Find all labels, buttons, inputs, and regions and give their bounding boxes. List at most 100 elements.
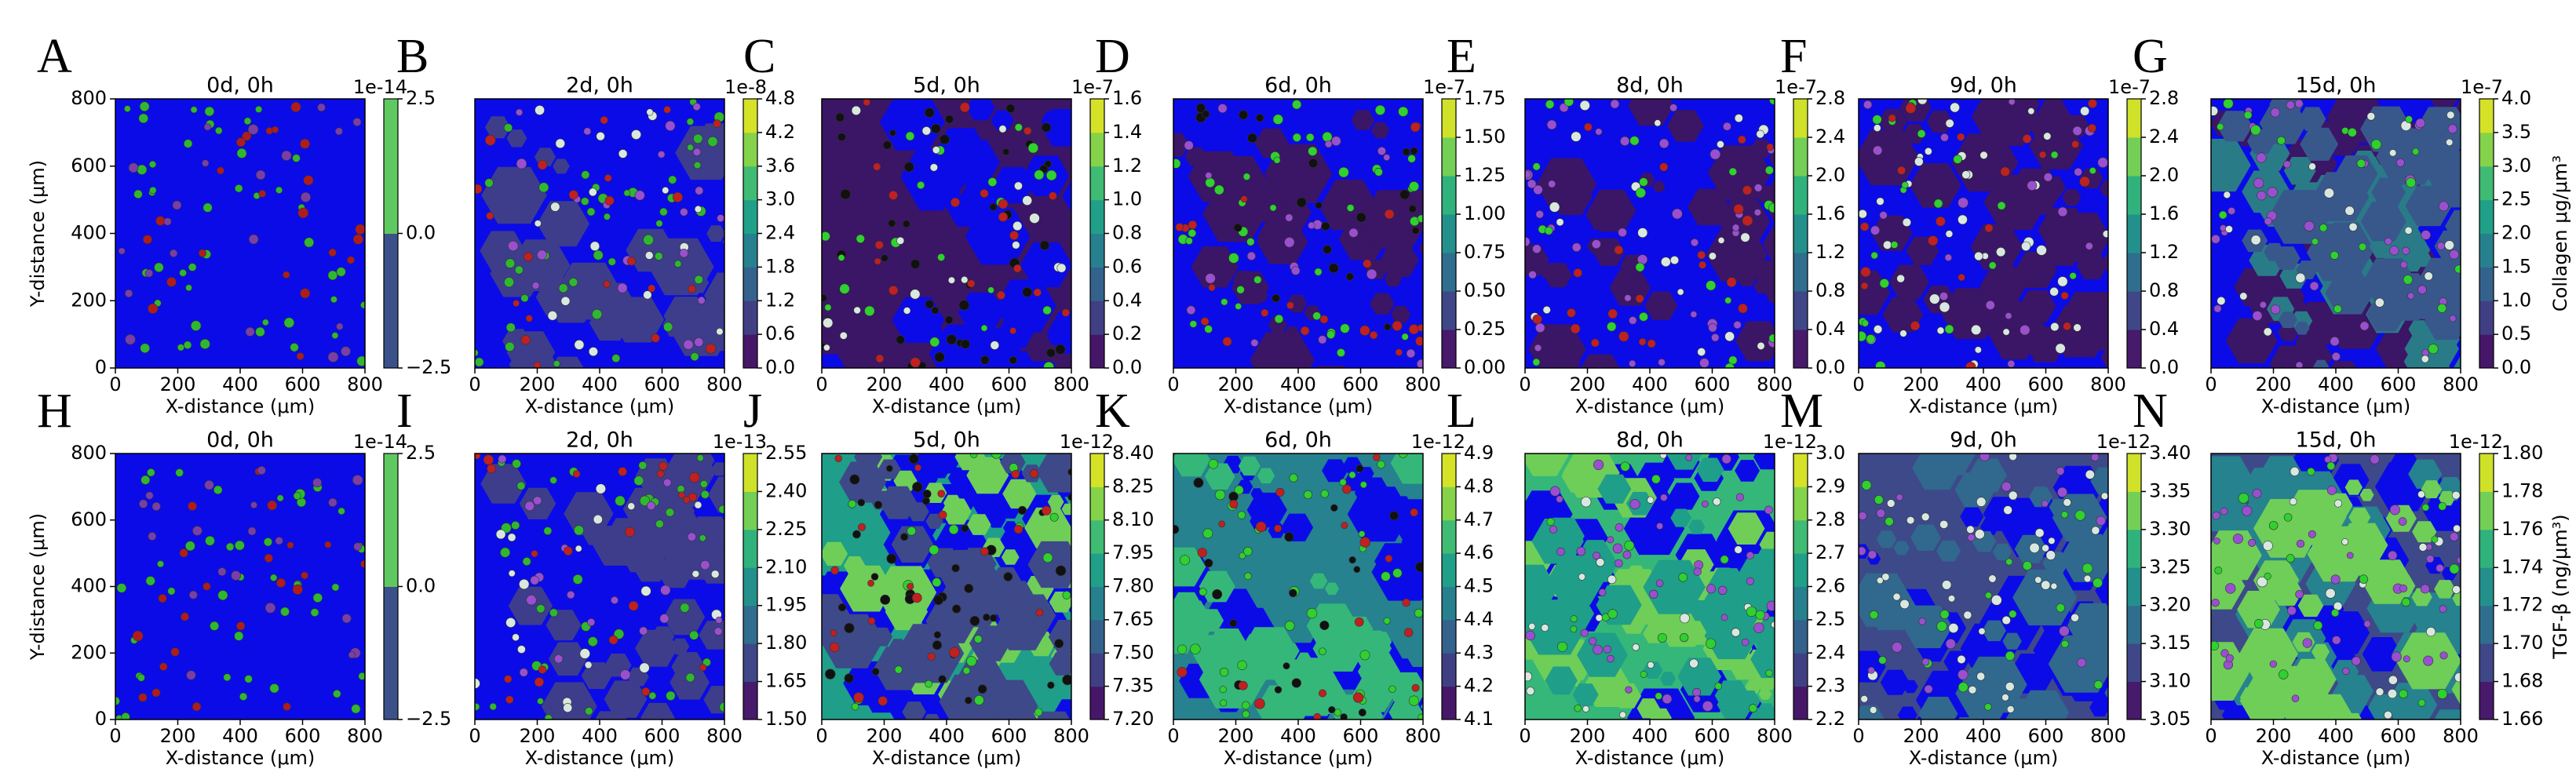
cell [1359,537,1370,548]
colorbar-tick-label: 7.35 [1112,675,1154,697]
cell [186,670,196,680]
cell [2071,613,2079,622]
field-patch [1688,188,1730,226]
cell [1958,669,1968,680]
field-patch [2434,709,2461,720]
x-tick-label: 0 [2205,373,2217,395]
cell [969,615,980,626]
cell [1346,204,1355,212]
cell [2283,513,2293,522]
field [1525,454,1775,720]
cell [175,468,184,477]
field-patch [1643,559,1706,614]
cell [1974,529,1985,540]
field-patch [2325,271,2374,315]
colorbar-frame [2479,453,2494,720]
field-patch [549,642,587,676]
colorbar-band [1090,519,1104,554]
x-tick-label: 400 [1280,725,1316,747]
cell [151,501,161,511]
cell [830,566,839,575]
cell [937,253,946,261]
cell [917,180,925,190]
cell [2043,132,2052,140]
cell [2239,292,2248,301]
cell [693,133,703,144]
field-patch [2325,540,2365,575]
field-patch [2268,190,2331,244]
cell [1961,170,1971,180]
x-tick-label: 800 [1405,725,1441,747]
field-patch [693,123,724,167]
field-patch [1047,494,1064,509]
field-patch [1903,605,1953,649]
cell [255,105,263,113]
field-patch [635,629,678,667]
field-patch [839,461,887,503]
cell [533,496,542,505]
cell [1179,555,1191,566]
cell [1022,195,1033,206]
cell [1359,325,1370,336]
panel-label: A [37,30,72,83]
field-patch [1072,124,1088,137]
cell [958,300,970,311]
cell [678,491,685,499]
cell [1625,686,1633,694]
cell [498,454,507,464]
cell [139,101,150,112]
cell [1967,534,1976,542]
cell [2289,497,2297,506]
cell [1714,682,1722,690]
cell [1408,695,1419,706]
field-patch [2439,490,2456,506]
cell [2074,167,2082,177]
cell [568,278,578,287]
cell [1947,595,1956,603]
colorbar-band [1793,686,1808,720]
cell [535,105,545,115]
x-tick-label: 0 [815,725,827,747]
cell [1702,701,1713,712]
cell [1049,191,1057,200]
cell [500,547,511,558]
cell [2093,680,2103,690]
x-axis-label: X-distance (μm) [1224,747,1374,769]
cell [1593,459,1604,470]
cell [1910,321,1921,331]
field-patch [1628,99,1674,126]
cell [823,344,830,352]
cell [2259,301,2267,309]
cell [697,296,706,304]
x-axis-label: X-distance (μm) [872,747,1022,769]
colorbar-band [1442,519,1456,554]
cell [258,190,266,198]
field [822,99,1088,368]
cell [1724,331,1735,342]
field-patch [595,711,627,720]
cell [639,495,651,506]
field-patch [966,457,1009,494]
x-tick-label: 400 [1965,725,2001,747]
field-patch [2434,580,2456,599]
cell [1944,324,1954,334]
cell [1860,695,1868,703]
colorbar-band [743,529,757,568]
cell [2100,492,2108,500]
cell [2326,485,2337,495]
field-patch [1762,226,1775,263]
cell [2228,207,2236,215]
cell [2097,157,2108,168]
cell [516,158,527,169]
colorbar-tick-label: 0.4 [1815,318,1845,340]
field-patch [508,586,553,625]
cell [247,124,259,135]
cell [823,317,834,329]
field-patch [2076,252,2108,279]
cell [1377,147,1386,155]
cell [1289,473,1298,483]
cell [1647,496,1655,504]
field-patch [2015,251,2057,288]
cell [848,500,856,508]
cell [694,501,702,509]
